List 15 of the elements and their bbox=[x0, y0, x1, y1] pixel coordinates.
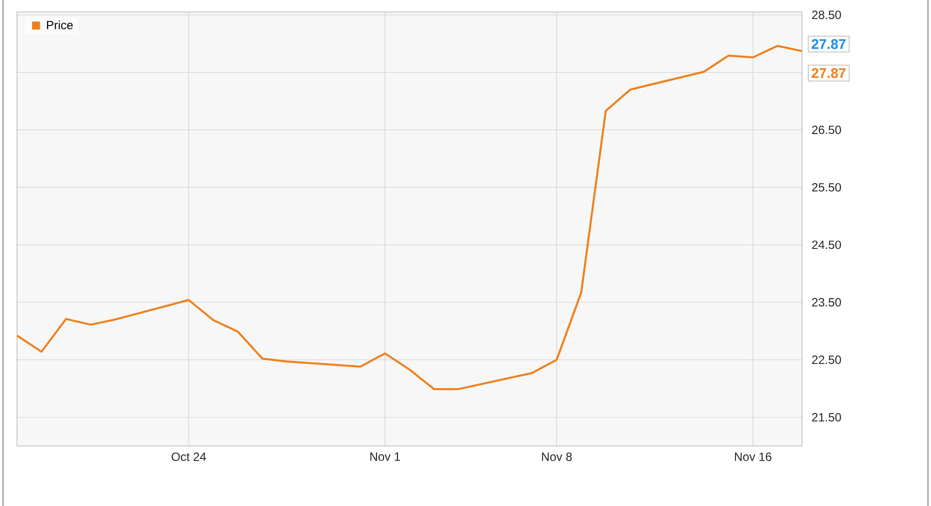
y-tick-label: 26.50 bbox=[812, 126, 841, 134]
y-tick-label: 21.50 bbox=[812, 413, 841, 422]
annotation: 27.87 bbox=[812, 68, 846, 78]
x-tick-label: Oct 24 bbox=[172, 452, 206, 461]
x-tick-label: Nov 8 bbox=[542, 452, 572, 461]
annotation: 27.87 bbox=[812, 39, 846, 50]
legend-label: Price bbox=[47, 20, 73, 30]
x-tick-label: Nov 16 bbox=[734, 452, 772, 461]
x-tick-label: Nov 1 bbox=[370, 452, 400, 461]
y-tick-label: 28.50 bbox=[812, 10, 841, 20]
y-tick-label: 22.50 bbox=[812, 356, 841, 364]
y-tick-label: 23.50 bbox=[812, 298, 841, 306]
y-tick-label: 24.50 bbox=[812, 240, 841, 250]
y-tick-label: 25.50 bbox=[812, 183, 841, 192]
line-series bbox=[16, 44, 804, 390]
